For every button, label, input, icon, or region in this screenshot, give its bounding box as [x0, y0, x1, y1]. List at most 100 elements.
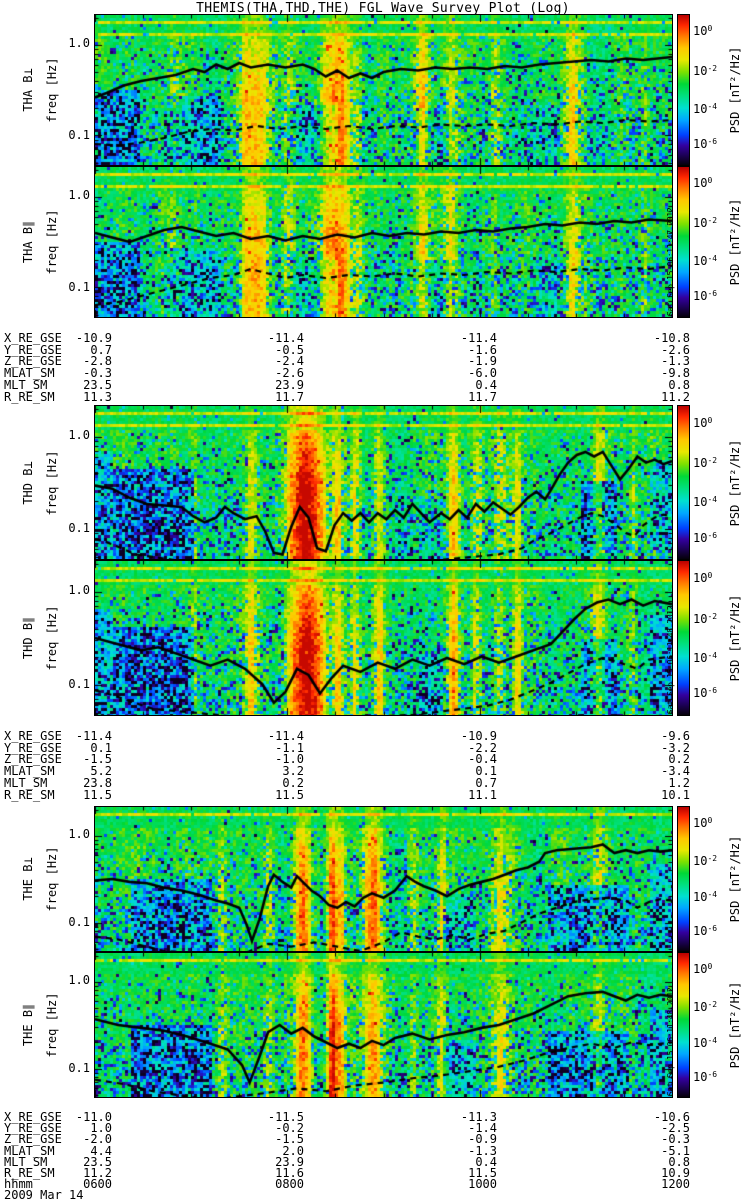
- colorbar-tick-label: 10-4: [693, 890, 717, 904]
- colorbar-tick-label: 10-2: [693, 64, 717, 78]
- cb-tick-base: 10: [693, 176, 708, 191]
- cb-tick-base: 10: [693, 288, 708, 303]
- ephemeris-value: 11.2: [661, 389, 690, 404]
- ephemeris-value: -6.0: [468, 366, 497, 381]
- cb-tick-base: 10: [693, 456, 708, 471]
- ephemeris-value: 23.9: [275, 377, 304, 392]
- spectrogram-canvas: [95, 561, 672, 715]
- freq-tick-label: 0.1: [68, 1061, 90, 1076]
- ephemeris-value: 11.3: [83, 389, 112, 404]
- ephemeris-value: 11.2: [83, 1166, 112, 1180]
- colorbar: [677, 14, 690, 166]
- ephemeris-value: 11.1: [468, 787, 497, 802]
- spectrogram-canvas: [95, 406, 672, 559]
- ephemeris-value: 23.5: [83, 1154, 112, 1169]
- cb-tick-exp: -6: [707, 1069, 718, 1079]
- colorbar-tick-label: 100: [693, 571, 712, 585]
- ephemeris-row-label: Y_RE_GSE: [4, 740, 62, 755]
- ephemeris-row-label: R_RE_SM: [4, 1166, 55, 1180]
- cb-tick-base: 10: [693, 570, 708, 585]
- ephemeris-value: 0.1: [90, 740, 112, 755]
- cb-tick-exp: -6: [707, 136, 718, 146]
- ephemeris-value: -0.4: [468, 752, 497, 767]
- ephemeris-value: 0.4: [475, 1154, 497, 1169]
- cb-tick-exp: -4: [707, 890, 718, 900]
- render-timestamp: Sat Sep 15 06:11:48 2012: [666, 987, 675, 1096]
- spectrogram-panel-para: [94, 560, 673, 716]
- ephemeris-row-label: MLAT_SM: [4, 366, 55, 381]
- cb-tick-base: 10: [693, 494, 708, 509]
- cb-tick-exp: 0: [707, 415, 713, 425]
- ephemeris-value: 0.4: [475, 377, 497, 392]
- ephemeris-row-label: X_RE_GSE: [4, 331, 62, 345]
- ephemeris-value: -2.8: [83, 354, 112, 369]
- cb-tick-exp: -2: [707, 999, 718, 1009]
- colorbar: [677, 560, 690, 716]
- ephemeris-value: -11.5: [267, 1110, 304, 1124]
- cb-tick-exp: -2: [707, 64, 718, 73]
- ephemeris-row-label: X_RE_GSE: [4, 729, 62, 743]
- cb-tick-exp: -4: [707, 650, 718, 660]
- ephemeris-value: 0.2: [282, 775, 304, 790]
- ephemeris-value: 23.9: [275, 1154, 304, 1169]
- ephemeris-value: 11.5: [83, 787, 112, 802]
- spectrogram-canvas: [95, 953, 672, 1097]
- colorbar-tick-label: 10-2: [693, 854, 717, 868]
- psd-axis-label: PSD [nT²/Hz]: [728, 835, 742, 923]
- colorbar: [677, 166, 690, 318]
- ephemeris-value: 1.2: [668, 775, 690, 790]
- colorbar-tick-label: 10-6: [693, 137, 717, 151]
- ephemeris-value: -1.9: [468, 354, 497, 369]
- colorbar-tick-label: 100: [693, 816, 712, 830]
- freq-tick-label: 0.1: [68, 279, 90, 294]
- cb-tick-exp: 0: [707, 815, 713, 825]
- psd-axis-label: PSD [nT²/Hz]: [728, 981, 742, 1069]
- cb-tick-base: 10: [693, 650, 708, 665]
- ephemeris-value: -0.2: [275, 1121, 304, 1136]
- colorbar-tick-label: 10-4: [693, 651, 717, 665]
- cb-tick-base: 10: [693, 686, 708, 701]
- ephemeris-value: -2.2: [468, 740, 497, 755]
- ephemeris-value: 1.0: [90, 1121, 112, 1136]
- ephemeris-row-label: R_RE_SM: [4, 787, 55, 802]
- ephemeris-row-label: Z_RE_GSE: [4, 1132, 62, 1147]
- cb-tick-exp: -2: [707, 611, 718, 621]
- cb-tick-exp: -4: [707, 1036, 718, 1046]
- ephemeris-value: 11.5: [468, 1166, 497, 1180]
- ephemeris-value: -2.6: [275, 366, 304, 381]
- colorbar-tick-label: 10-4: [693, 495, 717, 509]
- ephemeris-row-label: R_RE_SM: [4, 389, 55, 404]
- freq-axis-label: freq [Hz]: [45, 846, 59, 912]
- colorbar: [677, 405, 690, 560]
- colorbar-tick-label: 10-6: [693, 1070, 717, 1084]
- colorbar-tick-label: 10-6: [693, 686, 717, 700]
- ephemeris-value: 0.1: [475, 764, 497, 779]
- ephemeris-value: -11.4: [267, 331, 304, 345]
- ephemeris-value: -0.3: [83, 366, 112, 381]
- ephemeris-value: -0.3: [661, 1132, 690, 1147]
- cb-tick-base: 10: [693, 216, 708, 230]
- cb-tick-exp: -4: [707, 254, 718, 263]
- ephemeris-value: -3.4: [661, 764, 690, 779]
- ephemeris-value: -2.5: [661, 1121, 690, 1136]
- ephemeris-value: -1.5: [275, 1132, 304, 1147]
- spectrogram-canvas: [95, 807, 672, 951]
- spectrogram-panel-para: [94, 166, 673, 318]
- cb-tick-exp: 0: [707, 24, 713, 34]
- cb-tick-base: 10: [693, 999, 708, 1014]
- ephemeris-value: -11.4: [75, 729, 112, 743]
- ephemeris-value: -0.9: [468, 1132, 497, 1147]
- colorbar-tick-label: 100: [693, 176, 712, 190]
- freq-tick-label: 1.0: [68, 583, 90, 598]
- cb-tick-exp: -4: [707, 102, 718, 111]
- ephemeris-value: 0600: [83, 1177, 112, 1192]
- cb-tick-exp: -2: [707, 216, 718, 225]
- colorbar-tick-label: 10-2: [693, 612, 717, 626]
- cb-tick-exp: -4: [707, 494, 718, 504]
- ephemeris-value: 0.8: [668, 377, 690, 392]
- freq-tick-label: 1.0: [68, 36, 90, 51]
- cb-tick-exp: -6: [707, 686, 718, 696]
- ephemeris-value: -9.6: [661, 729, 690, 743]
